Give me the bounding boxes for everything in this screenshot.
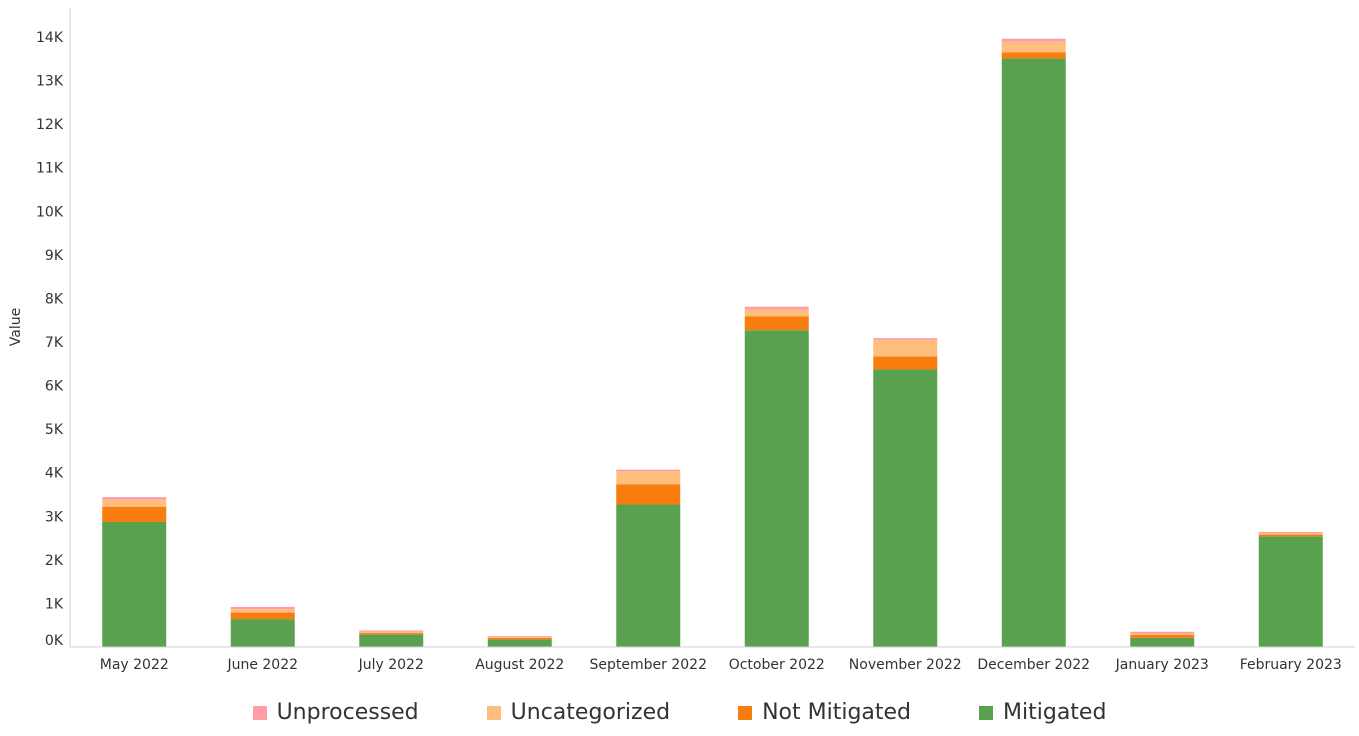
x-tick-label: May 2022 [100, 657, 169, 673]
bar-segment-uncategorized[interactable] [1130, 633, 1195, 635]
bar-segment-mitigated[interactable] [1258, 536, 1323, 647]
legend-item-unprocessed[interactable]: Unprocessed [252, 700, 419, 725]
y-tick-label: 0K [45, 633, 64, 649]
y-tick-label: 13K [36, 74, 64, 90]
x-tick-label: June 2022 [226, 657, 298, 673]
bar-segment-mitigated[interactable] [230, 619, 295, 647]
bar-segment-uncategorized[interactable] [873, 339, 938, 357]
bar-segment-unprocessed[interactable] [1258, 531, 1323, 534]
legend-swatch [738, 705, 753, 720]
bar-segment-mitigated[interactable] [1001, 58, 1066, 648]
x-tick-label: August 2022 [475, 657, 564, 673]
bar-segment-unprocessed[interactable] [873, 338, 938, 340]
bar-segment-not-mitigated[interactable] [616, 484, 681, 505]
bar-segment-unprocessed[interactable] [616, 469, 681, 472]
y-axis-ticks: 0K 1K 2K 3K 4K 5K 6K 7K 8K 9K 10K 11K 12K 13K 14K [36, 30, 64, 649]
legend-label: Uncategorized [510, 700, 671, 725]
y-tick-label: 5K [45, 422, 64, 438]
legend-item-mitigated[interactable]: Mitigated [979, 700, 1106, 725]
bar-segment-uncategorized[interactable] [744, 309, 809, 317]
legend-label: Unprocessed [276, 700, 419, 725]
x-tick-label: February 2023 [1240, 657, 1342, 673]
bar-segment-unprocessed[interactable] [487, 636, 552, 637]
legend: Unprocessed Uncategorized Not Mitigated Mit… [0, 700, 1359, 725]
y-tick-label: 8K [45, 291, 64, 307]
legend-item-not-mitigated[interactable]: Not Mitigated [738, 700, 911, 725]
bar-segment-not-mitigated[interactable] [744, 316, 809, 331]
bar-segment-uncategorized[interactable] [102, 499, 167, 507]
bar-segment-unprocessed[interactable] [744, 306, 809, 310]
bar-segment-unprocessed[interactable] [102, 497, 167, 500]
x-axis-ticks: May 2022 June 2022 July 2022 August 2022 Sep… [100, 657, 1342, 673]
bar-segment-mitigated[interactable] [1130, 637, 1195, 647]
bar-segment-mitigated[interactable] [359, 634, 424, 647]
y-tick-label: 4K [45, 466, 64, 482]
legend-swatch [252, 705, 267, 720]
y-tick-label: 11K [36, 161, 64, 177]
bar-segment-unprocessed[interactable] [230, 606, 295, 610]
bar-segment-unprocessed[interactable] [1130, 631, 1195, 634]
bar-segment-mitigated[interactable] [102, 521, 167, 647]
bar-segment-uncategorized[interactable] [487, 636, 552, 638]
y-tick-label: 7K [45, 335, 64, 351]
y-tick-label: 1K [45, 596, 64, 612]
y-tick-label: 3K [45, 509, 64, 525]
bar-segment-not-mitigated[interactable] [1130, 634, 1195, 638]
legend-label: Mitigated [1003, 700, 1107, 725]
y-tick-label: 6K [45, 379, 64, 395]
chart-plot: 0K 1K 2K 3K 4K 5K 6K 7K 8K 9K 10K 11K 12K 13K 14K May … [8, 8, 1355, 673]
x-tick-label: January 2023 [1115, 657, 1209, 673]
y-tick-label: 2K [45, 553, 64, 569]
bar-segment-not-mitigated[interactable] [873, 356, 938, 370]
x-tick-label: October 2022 [729, 657, 825, 673]
bar-segment-not-mitigated[interactable] [230, 612, 295, 620]
bar-segment-not-mitigated[interactable] [1258, 534, 1323, 537]
bar-segment-uncategorized[interactable] [616, 471, 681, 485]
legend-item-uncategorized[interactable]: Uncategorized [486, 700, 671, 725]
x-tick-label: September 2022 [590, 657, 707, 673]
y-tick-label: 10K [36, 204, 64, 220]
bar-segment-uncategorized[interactable] [1001, 41, 1066, 53]
bar-segment-not-mitigated[interactable] [359, 633, 424, 635]
y-tick-label: 14K [36, 30, 64, 46]
bar-segment-mitigated[interactable] [744, 330, 809, 647]
bar-segment-mitigated[interactable] [873, 369, 938, 647]
bar-segment-uncategorized[interactable] [1258, 533, 1323, 535]
bar-segment-mitigated[interactable] [487, 639, 552, 647]
y-axis-label: Value [8, 308, 24, 346]
y-tick-label: 12K [36, 117, 64, 133]
bar-segment-unprocessed[interactable] [1001, 38, 1066, 42]
bar-segment-unprocessed[interactable] [359, 630, 424, 632]
bars [102, 38, 1323, 648]
legend-swatch [486, 705, 501, 720]
x-tick-label: July 2022 [358, 657, 424, 673]
bar-segment-not-mitigated[interactable] [1001, 52, 1066, 59]
legend-swatch [979, 705, 994, 720]
bar-segment-not-mitigated[interactable] [487, 637, 552, 640]
y-tick-label: 9K [45, 248, 64, 264]
x-tick-label: December 2022 [977, 657, 1090, 673]
x-tick-label: November 2022 [849, 657, 962, 673]
bar-segment-uncategorized[interactable] [230, 609, 295, 613]
bar-segment-uncategorized[interactable] [359, 631, 424, 634]
legend-label: Not Mitigated [762, 700, 912, 725]
bar-segment-not-mitigated[interactable] [102, 506, 167, 522]
bar-segment-mitigated[interactable] [616, 504, 681, 647]
